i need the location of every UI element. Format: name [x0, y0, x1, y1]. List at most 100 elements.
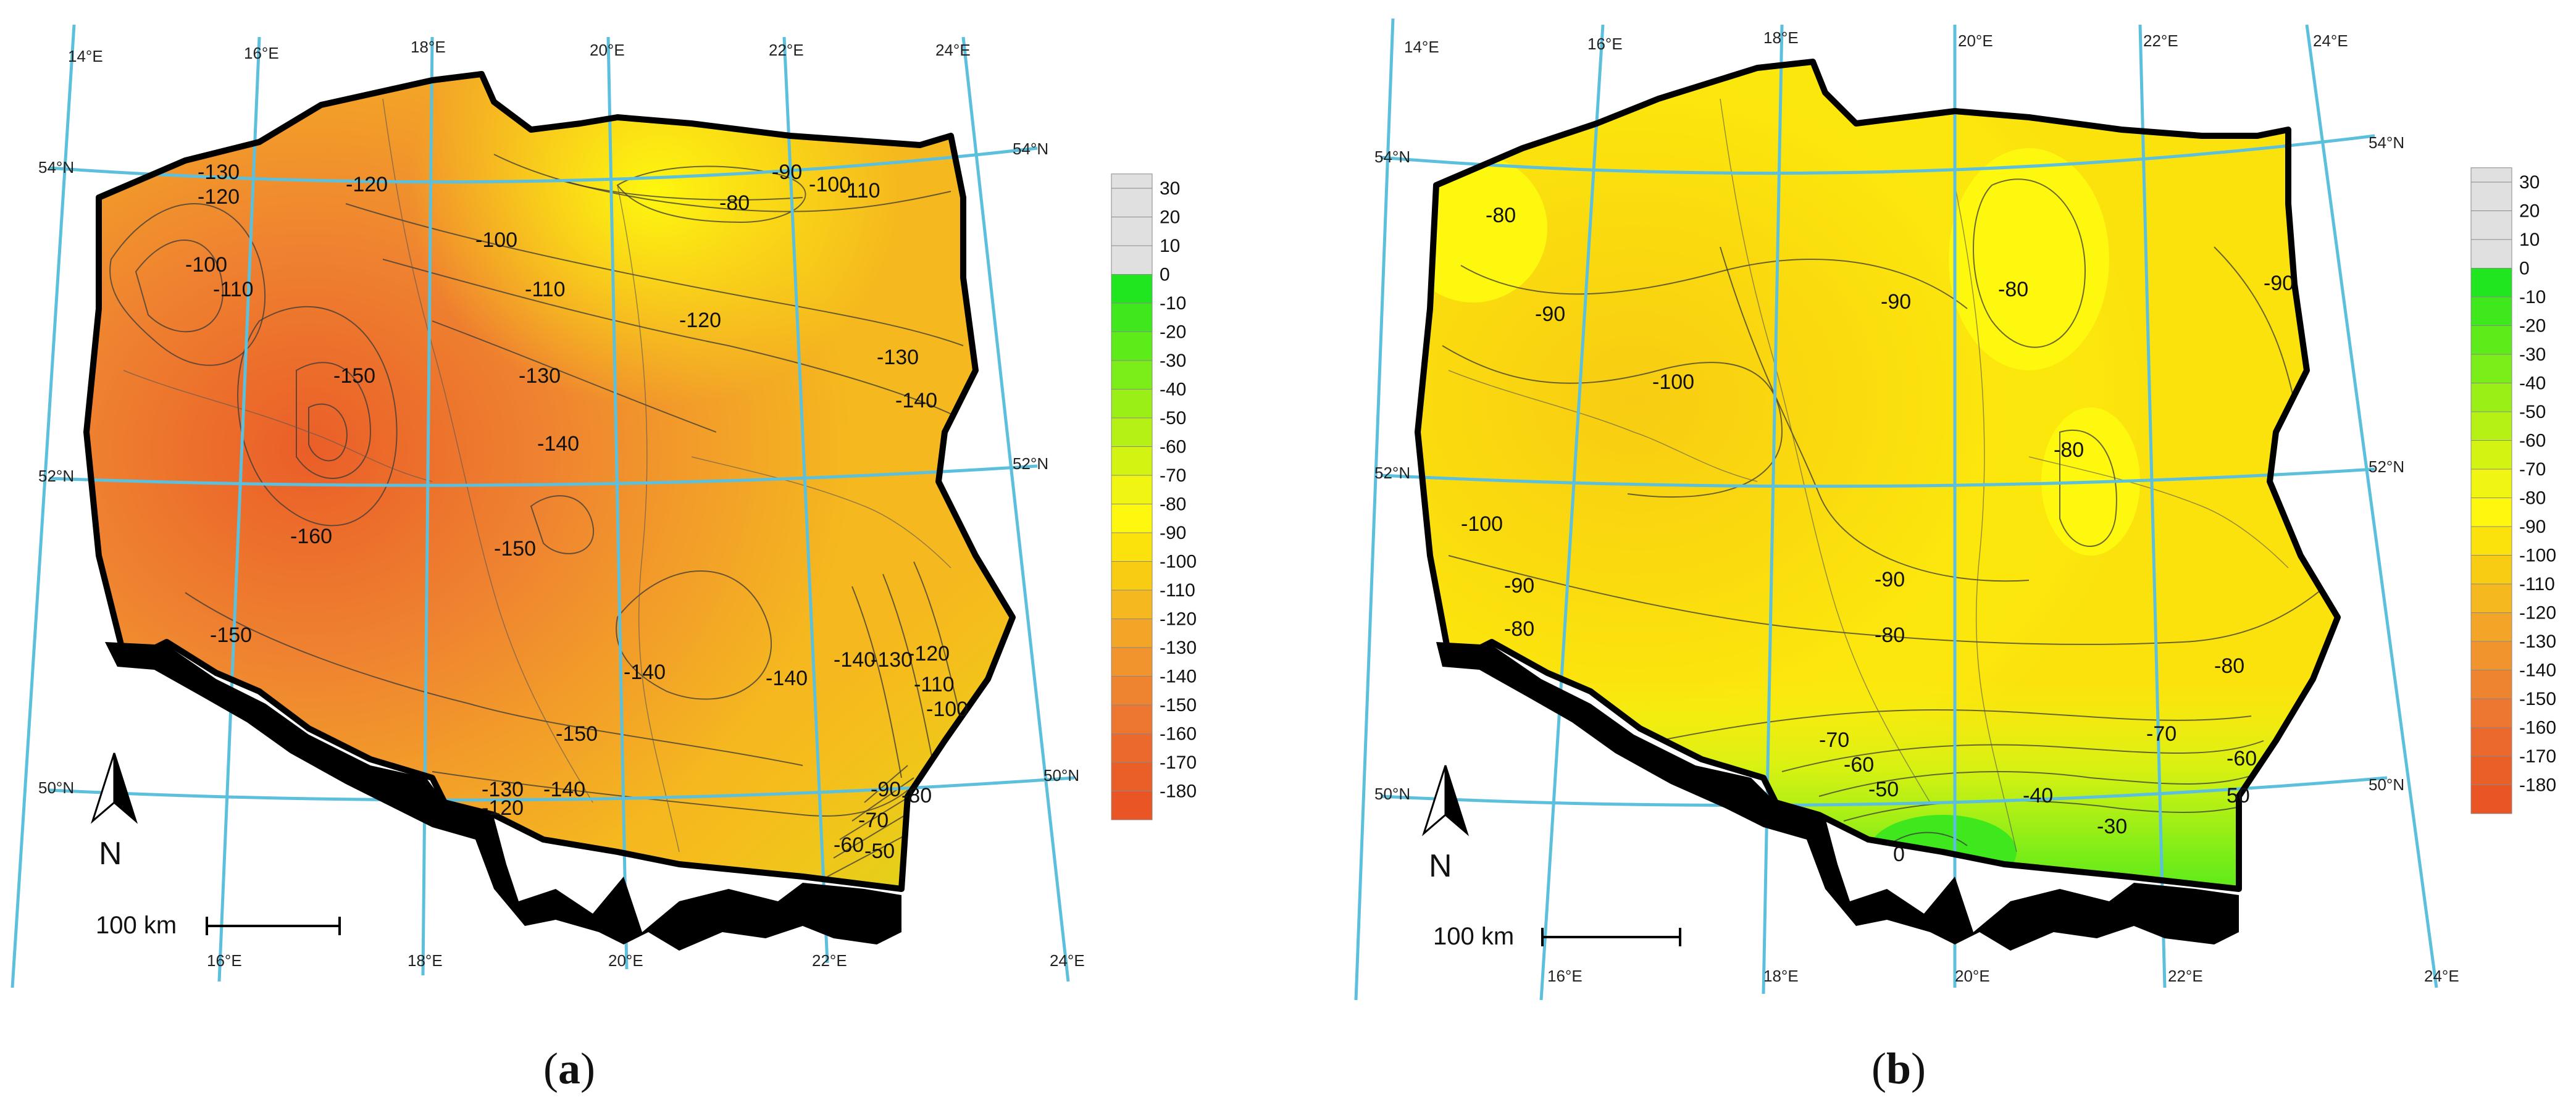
legend-swatch	[2470, 641, 2512, 670]
contour-label: -80	[2214, 654, 2244, 678]
legend-label: 0	[2519, 259, 2530, 279]
contour-label: -70	[2146, 722, 2177, 746]
legend-label: -180	[2519, 775, 2556, 796]
legend-label: -20	[2519, 316, 2546, 336]
legend-label: -50	[2519, 402, 2546, 422]
legend-label: -40	[2519, 373, 2546, 394]
lon-label: 14°E	[1404, 38, 1439, 56]
legend-swatch	[2470, 325, 2512, 355]
contour-label: -110	[525, 278, 566, 301]
legend-swatch	[2470, 498, 2512, 527]
contour-label: -60	[1844, 753, 1874, 777]
map-a-legend: 30 20 10 0 -10 -20 -30 -40 -50 -60 -70 -80 -90 -100 -1…	[1111, 173, 1197, 820]
legend-label: -120	[1160, 609, 1197, 630]
contour-label: -100	[475, 228, 517, 252]
lon-label: 24°E	[2424, 967, 2459, 985]
contour-label: 0	[1893, 843, 1905, 866]
contour-label: -130	[877, 346, 919, 369]
contour-label: -80	[2054, 438, 2084, 462]
legend-swatch	[1111, 619, 1153, 648]
lon-label: 18°E	[1763, 28, 1799, 47]
contour-label: -100	[926, 698, 968, 721]
contour-label: -30	[2097, 815, 2127, 838]
map-b-contour-labels: -80 -90 -90 -80 -90 -100 -80 -100 -90 -8…	[1461, 204, 2294, 866]
map-a-svg: 14°E 16°E 18°E 20°E 22°E 24°E 16°E 18°E …	[10, 24, 1197, 988]
lon-label: 16°E	[207, 951, 242, 970]
map-b-mountains	[1436, 642, 2239, 951]
map-a-fill	[86, 74, 1013, 889]
contour-label: -150	[333, 364, 375, 388]
legend-label: -80	[1160, 494, 1186, 515]
legend-label: 20	[1160, 207, 1180, 228]
legend-label: -170	[2519, 746, 2556, 767]
contour-label: -140	[766, 667, 808, 690]
legend-swatch	[1111, 446, 1153, 476]
legend-label: 30	[1160, 178, 1180, 199]
contour-label: -90	[1875, 568, 1905, 591]
legend-swatch	[1111, 331, 1153, 361]
contour-label: -140	[543, 778, 585, 801]
contour-label: -70	[1819, 728, 1849, 752]
legend-swatch	[2470, 555, 2512, 585]
contour-label: -70	[858, 809, 889, 832]
legend-swatch	[1111, 274, 1153, 304]
legend-swatch	[1111, 791, 1153, 820]
scale-label: 100 km	[96, 912, 177, 939]
legend-label: -160	[1160, 724, 1197, 744]
map-a-lon-top-labels: 14°E 16°E 18°E 20°E 22°E 24°E	[68, 38, 971, 65]
map-a-lat-labels: 54°N 52°N 50°N 54°N 52°N 50°N	[38, 140, 1079, 797]
legend-label: -120	[2519, 603, 2556, 623]
contour-label: -150	[494, 537, 536, 561]
legend-label: -160	[2519, 718, 2556, 738]
contour-label: -40	[2023, 784, 2053, 807]
contour-label: -60	[834, 833, 864, 857]
lon-label: 18°E	[408, 951, 443, 970]
contour-label: -160	[290, 525, 332, 548]
contour-label: -80	[901, 784, 932, 807]
legend-label: -30	[2519, 344, 2546, 365]
legend-label: -50	[1160, 408, 1186, 428]
map-a-border	[83, 71, 1016, 892]
legend-label: -90	[1160, 523, 1186, 543]
contour-label: 50	[2227, 784, 2250, 807]
contour-label: -80	[1998, 278, 2028, 301]
map-panel-b: 14°E 16°E 18°E 20°E 22°E 24°E 16°E 18°E …	[1288, 0, 2576, 1113]
legend-label: -70	[1160, 465, 1186, 486]
contour-label: -130	[871, 648, 913, 672]
legend-label: -140	[2519, 661, 2556, 681]
contour-label: -80	[1486, 204, 1516, 227]
map-b-lon-top-labels: 14°E 16°E 18°E 20°E 22°E 24°E	[1404, 28, 2348, 56]
legend-swatch	[1111, 417, 1153, 447]
map-a-north-arrow: N	[90, 752, 138, 872]
legend-label: -100	[2519, 546, 2556, 566]
contour-label: -120	[346, 173, 388, 196]
map-a-graticule	[10, 24, 1075, 988]
map-a-mountains	[105, 642, 901, 951]
legend-swatch	[2470, 670, 2512, 699]
lon-label: 20°E	[608, 951, 643, 970]
legend-label: -30	[1160, 351, 1186, 371]
lat-label: 50°N	[38, 778, 74, 797]
legend-label: -110	[2519, 574, 2555, 594]
lon-label: 16°E	[1547, 967, 1583, 985]
legend-swatch	[1111, 217, 1153, 246]
map-b-lat-labels: 54°N 52°N 50°N 54°N 52°N 50°N	[1374, 133, 2404, 803]
north-label: N	[1429, 848, 1452, 884]
lon-label: 22°E	[2143, 31, 2178, 50]
legend-swatch	[1111, 532, 1153, 562]
legend-swatch	[2470, 727, 2512, 757]
contour-label: -120	[198, 185, 240, 209]
legend-label: -70	[2519, 459, 2546, 480]
legend-label: 10	[1160, 236, 1180, 256]
contour-label: -120	[482, 796, 524, 820]
lat-label: 50°N	[2369, 775, 2404, 794]
legend-label: -150	[2519, 689, 2556, 709]
legend-swatch	[1111, 590, 1153, 619]
contour-label: -60	[2227, 747, 2257, 770]
contour-label: -130	[519, 364, 561, 388]
contour-label: -120	[908, 642, 950, 665]
legend-label: -140	[1160, 667, 1197, 687]
legend-swatch	[1111, 704, 1153, 734]
contour-label: -90	[2264, 272, 2294, 295]
contour-label: -80	[1504, 617, 1534, 641]
